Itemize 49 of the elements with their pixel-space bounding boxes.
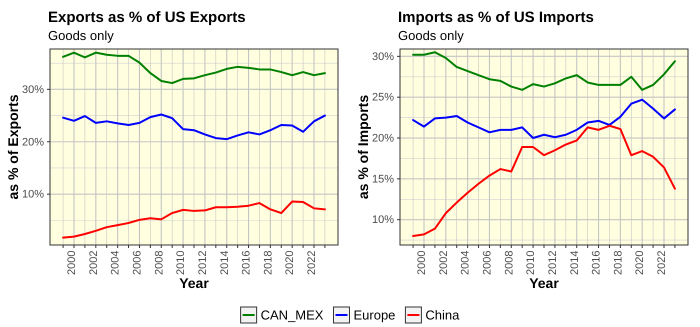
x-tick-label: 2018 (612, 250, 624, 275)
x-tick-label: 2016 (240, 250, 253, 275)
x-tick-label: 2002 (88, 250, 100, 275)
x-tick-label: 2020 (634, 250, 646, 275)
x-tick-label: 2002 (438, 250, 450, 275)
x-tick-label: 2014 (218, 250, 231, 275)
x-axis-title: Year (529, 275, 560, 291)
x-tick-label: 2008 (153, 250, 166, 275)
x-tick-label: 2018 (262, 250, 274, 275)
chart-subtitle: Goods only (398, 28, 464, 43)
x-tick-label: 2000 (416, 250, 428, 275)
x-tick-label: 2010 (525, 250, 538, 275)
x-tick-label: 2004 (460, 250, 472, 275)
line-series (62, 52, 326, 84)
x-tick-label: 2012 (546, 250, 559, 275)
y-tick-label: 10% (22, 188, 44, 201)
x-tick-label: 2006 (132, 250, 144, 275)
y-tick-label: 30% (22, 84, 44, 96)
chart-title: Exports as % of US Exports (48, 9, 246, 26)
x-tick-label: 2016 (590, 250, 603, 275)
x-tick-label: 2022 (306, 250, 318, 275)
x-axis-title: Year (179, 275, 210, 291)
line-series (62, 200, 326, 239)
line-series (412, 98, 676, 140)
y-tick-label: 10% (372, 214, 394, 226)
line-series (412, 51, 676, 91)
legend-label: China (425, 308, 460, 322)
x-tick-label: 2014 (568, 250, 581, 275)
x-tick-label: 2004 (110, 250, 122, 275)
x-tick-label: 2020 (284, 250, 296, 275)
y-axis-title: as % of Imports (355, 94, 371, 200)
legend-label: Europe (353, 308, 396, 322)
y-tick-label: 30% (372, 50, 394, 63)
x-tick-label: 2010 (175, 250, 188, 275)
x-tick-label: 2012 (196, 250, 209, 275)
y-tick-label: 25% (372, 92, 394, 104)
line-series (62, 114, 326, 140)
x-tick-label: 2006 (482, 250, 494, 275)
y-axis-title: as % of Exports (5, 94, 21, 200)
x-tick-label: 2022 (656, 250, 668, 275)
y-tick-label: 20% (372, 132, 394, 145)
chart-title: Imports as % of US Imports (398, 9, 594, 26)
x-tick-label: 2008 (503, 250, 516, 275)
x-tick-label: 2000 (66, 250, 78, 275)
line-series (412, 124, 676, 238)
y-tick-label: 20% (22, 136, 44, 148)
y-tick-label: 15% (372, 173, 394, 186)
chart-subtitle: Goods only (48, 28, 114, 43)
legend-label: CAN_MEX (260, 308, 324, 322)
